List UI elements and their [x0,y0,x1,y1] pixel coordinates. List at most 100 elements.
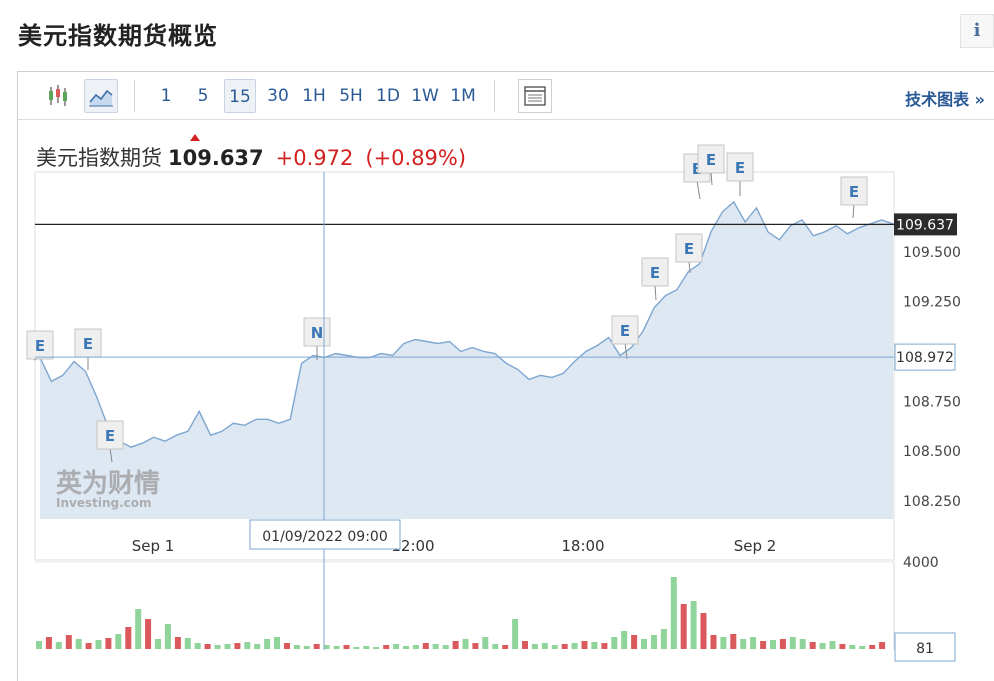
volume-bar [115,634,122,649]
volume-bar [204,644,211,649]
volume-bar [591,642,598,649]
instrument-name: 美元指数期货 [36,146,162,170]
crosshair-volume-tag [894,632,956,662]
event-marker-box [611,315,639,345]
volume-bar [145,619,152,649]
event-marker-box [26,330,54,360]
price-change-percent: (+0.89%) [365,146,467,170]
volume-bar [601,643,608,649]
interval-1d[interactable]: 1D [376,86,400,106]
volume-bar [849,645,856,649]
event-marker-pin [624,342,628,360]
volume-bar [164,624,171,649]
volume-bar [770,640,776,649]
event-marker-box [840,176,868,206]
table-icon[interactable] [518,79,552,113]
volume-bar [472,643,479,649]
volume-bar [621,631,628,649]
volume-bar [670,577,677,649]
volume-bar [740,639,747,649]
info-icon[interactable]: i [960,14,994,48]
volume-bar [373,647,380,649]
volume-bar [95,640,102,649]
y-tick-label: 108.500 [903,444,961,460]
interval-5[interactable]: 5 [197,86,209,106]
interval-5h[interactable]: 5H [339,86,363,106]
event-marker-label: E [735,159,745,177]
last-price-tag-label: 109.637 [896,217,954,233]
up-arrow-icon [190,134,200,141]
chart-toolbar: 1 5 15 30 1H 5H 1D 1W 1M 技术图表 » [18,72,994,120]
event-marker-label: N [311,324,324,342]
quote-header: 美元指数期货 109.637 +0.972 (+0.89%) [36,142,466,172]
y-tick-label: 109.250 [903,295,961,311]
technical-chart-link[interactable]: 技术图表 » [905,90,985,109]
volume-bar [254,644,261,649]
x-tick-label: 18:00 [561,537,604,555]
volume-bar [819,643,826,649]
interval-1m[interactable]: 1M [450,86,476,106]
interval-15[interactable]: 15 [224,79,256,113]
interval-1w[interactable]: 1W [411,86,439,106]
line-chart-icon[interactable] [84,79,118,113]
event-marker-box [303,317,331,347]
volume-bar [412,645,419,649]
volume-bar [660,629,667,649]
volume-bar [631,635,638,649]
interval-30[interactable]: 30 [267,86,289,106]
volume-bar [75,639,82,649]
interval-1[interactable]: 1 [160,86,172,106]
event-marker-label: E [620,322,630,340]
volume-bar [839,644,846,649]
event-marker-box [641,257,669,287]
watermark-logo-sub: Investing.com [56,496,152,510]
watermark-logo: 英为财情 [56,469,160,499]
x-tick-label: 12:00 [391,537,434,555]
volume-bar [710,635,717,649]
volume-bar [293,645,300,649]
price-change: +0.972 [275,146,354,170]
volume-bar [651,635,657,649]
volume-bar [879,642,886,649]
volume-bar [403,646,409,649]
volume-bar [809,642,816,649]
event-marker-box [697,144,725,174]
volume-bar [125,627,132,649]
volume-bar [244,642,251,649]
event-marker-box [96,420,124,450]
volume-bar [492,644,499,649]
last-price-tag [894,213,957,236]
volume-bar [224,644,231,649]
volume-bar [611,637,618,649]
volume-bar [789,637,796,649]
volume-bar [462,639,469,649]
volume-bar [393,644,400,649]
volume-bar [383,645,390,649]
volume-bar [551,645,558,649]
crosshair-volume-label: 81 [916,641,934,657]
volume-bar [264,639,271,649]
event-marker-pin [688,260,691,274]
volume-bar [214,645,221,649]
volume-bar [571,643,578,649]
x-tick-label: Sep 2 [734,537,777,555]
event-marker-pin [696,180,701,200]
y-tick-label: 108.750 [903,394,961,410]
y-tick-label: 109.500 [903,245,961,261]
volume-bar [432,644,439,649]
volume-bar [343,645,350,649]
volume-bar [502,645,509,649]
crosshair-date-tag [249,519,401,550]
candlestick-icon[interactable] [42,79,76,113]
crosshair-date-label: 01/09/2022 09:00 [262,529,388,545]
interval-1h[interactable]: 1H [302,86,326,106]
chart-panel: 1 5 15 30 1H 5H 1D 1W 1M 技术图表 » 美元指数期货 10… [17,71,994,681]
event-marker-label: E [105,427,115,445]
toolbar-divider [494,80,495,112]
x-tick-label: Sep 1 [132,537,175,555]
event-marker-label: E [692,160,702,178]
crosshair-price-label: 108.972 [896,350,954,366]
volume-bar [284,643,290,649]
volume-bar [194,643,201,649]
volume-bar [55,642,62,649]
